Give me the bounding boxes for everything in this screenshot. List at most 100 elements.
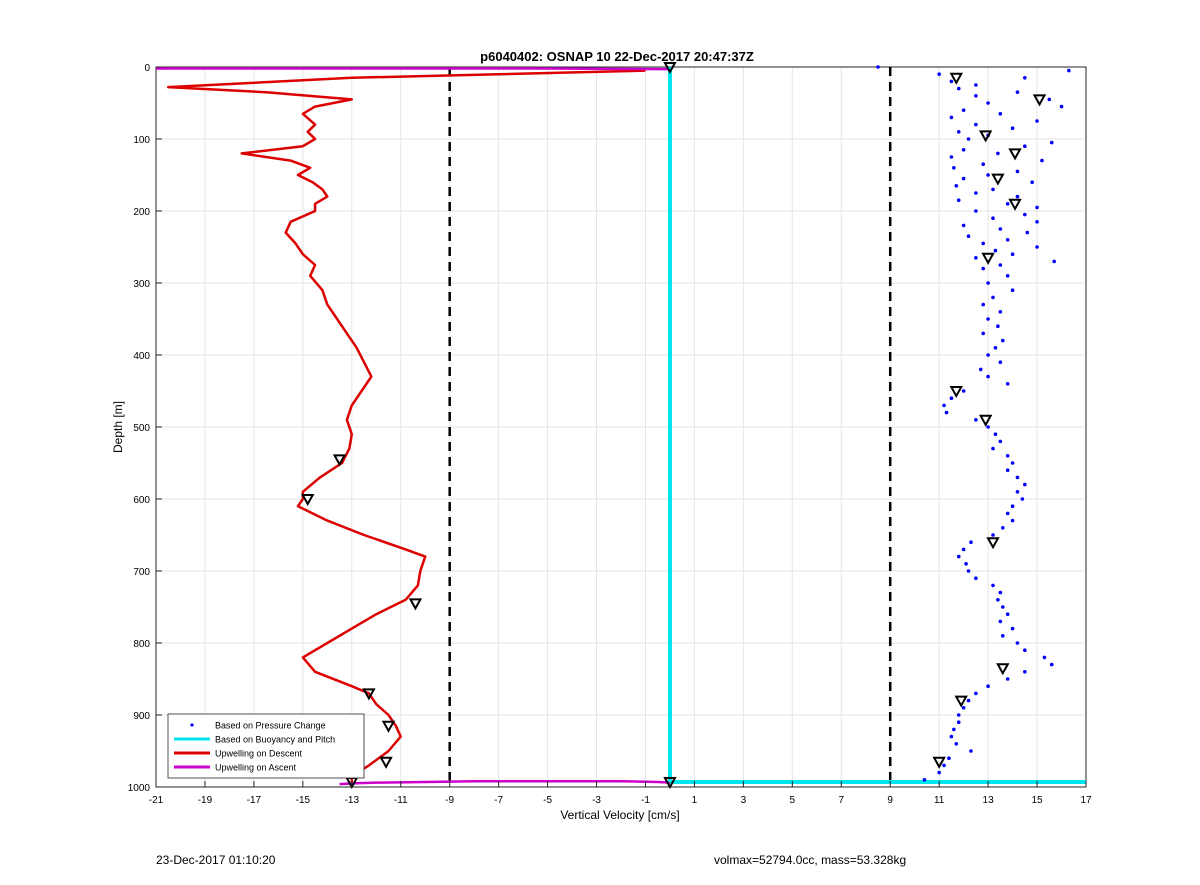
pressure-change-point [956, 720, 961, 724]
x-tick-label: -15 [296, 795, 311, 806]
pressure-change-point [937, 770, 941, 775]
pressure-change-point [974, 691, 978, 696]
pressure-change-point [952, 166, 956, 170]
triangle-marker [1008, 148, 1022, 161]
pressure-change-point [937, 72, 941, 76]
y-tick-label: 100 [133, 135, 150, 146]
pressure-change-point [966, 569, 971, 573]
legend-label: Upwelling on Ascent [215, 763, 297, 773]
pressure-change-point [949, 79, 954, 84]
pressure-change-point [1040, 158, 1044, 163]
pressure-change-point [949, 734, 954, 739]
y-tick-label: 400 [133, 351, 150, 362]
pressure-change-point [1010, 504, 1015, 509]
pressure-change-point [993, 432, 998, 437]
pressure-change-point [1023, 670, 1027, 674]
y-tick-label: 0 [144, 63, 150, 74]
y-tick-label: 1000 [128, 783, 151, 794]
x-tick-label: -21 [149, 795, 164, 806]
pressure-change-point [1015, 194, 1020, 199]
y-axis-label: Depth [m] [111, 401, 125, 453]
pressure-change-point [998, 590, 1003, 595]
pressure-change-point [986, 101, 990, 105]
pressure-change-point [981, 302, 986, 307]
pressure-change-point [974, 122, 978, 127]
pressure-change-point [981, 331, 986, 336]
legend-label: Upwelling on Descent [215, 749, 303, 759]
pressure-change-point [974, 83, 978, 87]
x-axis-label: Vertical Velocity [cm/s] [560, 808, 679, 822]
pressure-change-point [1010, 626, 1015, 631]
pressure-change-point [1023, 482, 1027, 487]
pressure-change-point [1005, 511, 1010, 516]
legend-swatch [190, 723, 194, 727]
pressure-change-point [876, 65, 880, 69]
x-tick-label: -5 [543, 795, 552, 806]
pressure-change-point [1047, 97, 1052, 102]
pressure-change-point [1015, 90, 1020, 94]
pressure-change-point [1020, 497, 1025, 501]
pressure-change-point [1023, 144, 1027, 148]
reference-lines [448, 67, 892, 787]
pressure-change-point [998, 263, 1003, 267]
triangle-marker [981, 252, 995, 265]
pressure-change-point [996, 151, 1000, 156]
pressure-change-point [1015, 475, 1020, 480]
pressure-change-point [1023, 212, 1027, 217]
triangle-marker [949, 72, 963, 85]
y-tick-label: 800 [133, 639, 150, 650]
pressure-change-point [1023, 76, 1027, 80]
pressure-change-point [969, 749, 973, 753]
triangle-marker [949, 386, 963, 399]
legend-label: Based on Buoyancy and Pitch [215, 735, 335, 745]
chart-title: p6040402: OSNAP 10 22-Dec-2017 20:47:37Z [480, 49, 754, 64]
pressure-change-point [998, 439, 1003, 444]
x-tick-label: -13 [345, 795, 360, 806]
pressure-change-point [1015, 490, 1020, 494]
pressure-change-point [1015, 641, 1020, 645]
pressure-change-point [998, 310, 1003, 314]
pressure-change-point [986, 353, 990, 357]
pressure-change-point [991, 295, 995, 300]
x-tick-label: 1 [692, 795, 698, 806]
triangle-marker [932, 756, 946, 769]
pressure-change-point [996, 324, 1000, 329]
x-tick-label: 9 [887, 795, 893, 806]
pressure-change-point [961, 706, 966, 710]
footer-timestamp: 23-Dec-2017 01:10:20 [156, 853, 276, 867]
pressure-change-point [981, 241, 986, 246]
pressure-change-point [981, 266, 986, 271]
pressure-change-point [1005, 468, 1010, 473]
triangle-marker [978, 414, 993, 427]
series-line [156, 67, 672, 786]
pressure-change-point [949, 155, 954, 159]
pressure-change-point [1000, 634, 1005, 638]
pressure-change-point [961, 389, 966, 393]
triangle-marker [991, 173, 1005, 186]
pressure-change-point [1052, 259, 1056, 264]
pressure-change-point [956, 86, 961, 91]
pressure-change-point [956, 713, 961, 717]
triangle-marker [301, 494, 315, 507]
pressure-change-point [986, 281, 990, 285]
pressure-change-point [991, 446, 995, 451]
x-tick-label: -3 [592, 795, 601, 806]
pressure-change-point [961, 176, 966, 181]
marker-layer [301, 62, 1047, 790]
x-tick-label: 7 [838, 795, 844, 806]
pressure-change-point [1059, 104, 1064, 109]
pressure-change-point [1005, 382, 1010, 386]
triangle-marker [954, 695, 968, 708]
y-tick-label: 500 [133, 423, 150, 434]
pressure-change-point [961, 223, 966, 228]
pressure-change-point [1025, 230, 1030, 235]
pressure-change-point [944, 410, 949, 415]
pressure-change-point [974, 209, 978, 213]
pressure-change-point [966, 137, 971, 141]
pressure-change-point [986, 317, 990, 321]
triangle-marker [381, 720, 396, 733]
pressure-change-point [1005, 677, 1010, 681]
triangle-marker [663, 776, 677, 790]
x-tick-label: -19 [198, 795, 213, 806]
